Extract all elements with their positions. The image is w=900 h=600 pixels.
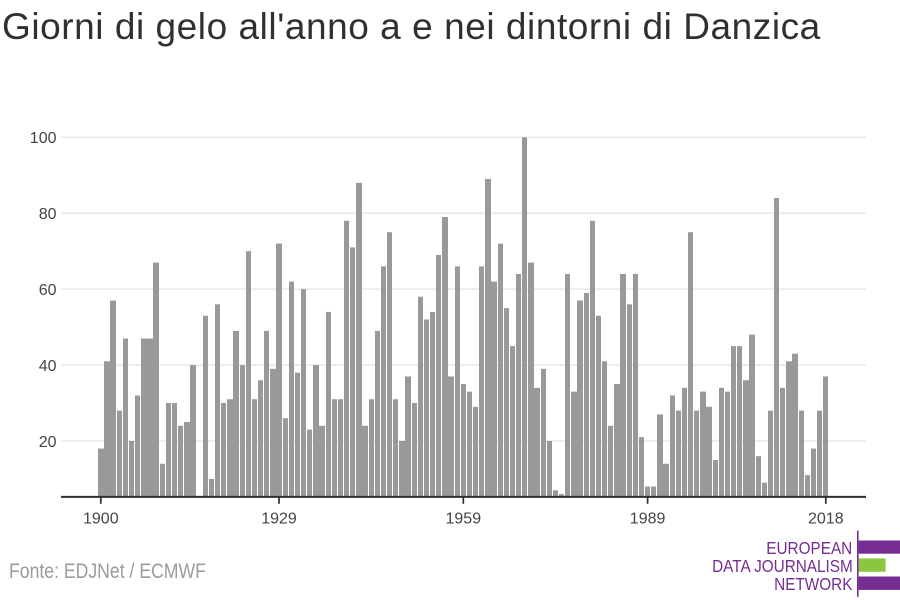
- svg-text:80: 80: [39, 206, 57, 223]
- svg-text:1989: 1989: [630, 511, 666, 528]
- svg-text:1929: 1929: [261, 511, 297, 528]
- svg-text:60: 60: [39, 282, 57, 299]
- svg-text:1900: 1900: [83, 511, 119, 528]
- svg-text:100: 100: [30, 130, 57, 147]
- svg-text:40: 40: [39, 358, 57, 375]
- svg-text:1959: 1959: [446, 511, 482, 528]
- svg-text:2018: 2018: [808, 511, 844, 528]
- svg-text:20: 20: [39, 434, 57, 451]
